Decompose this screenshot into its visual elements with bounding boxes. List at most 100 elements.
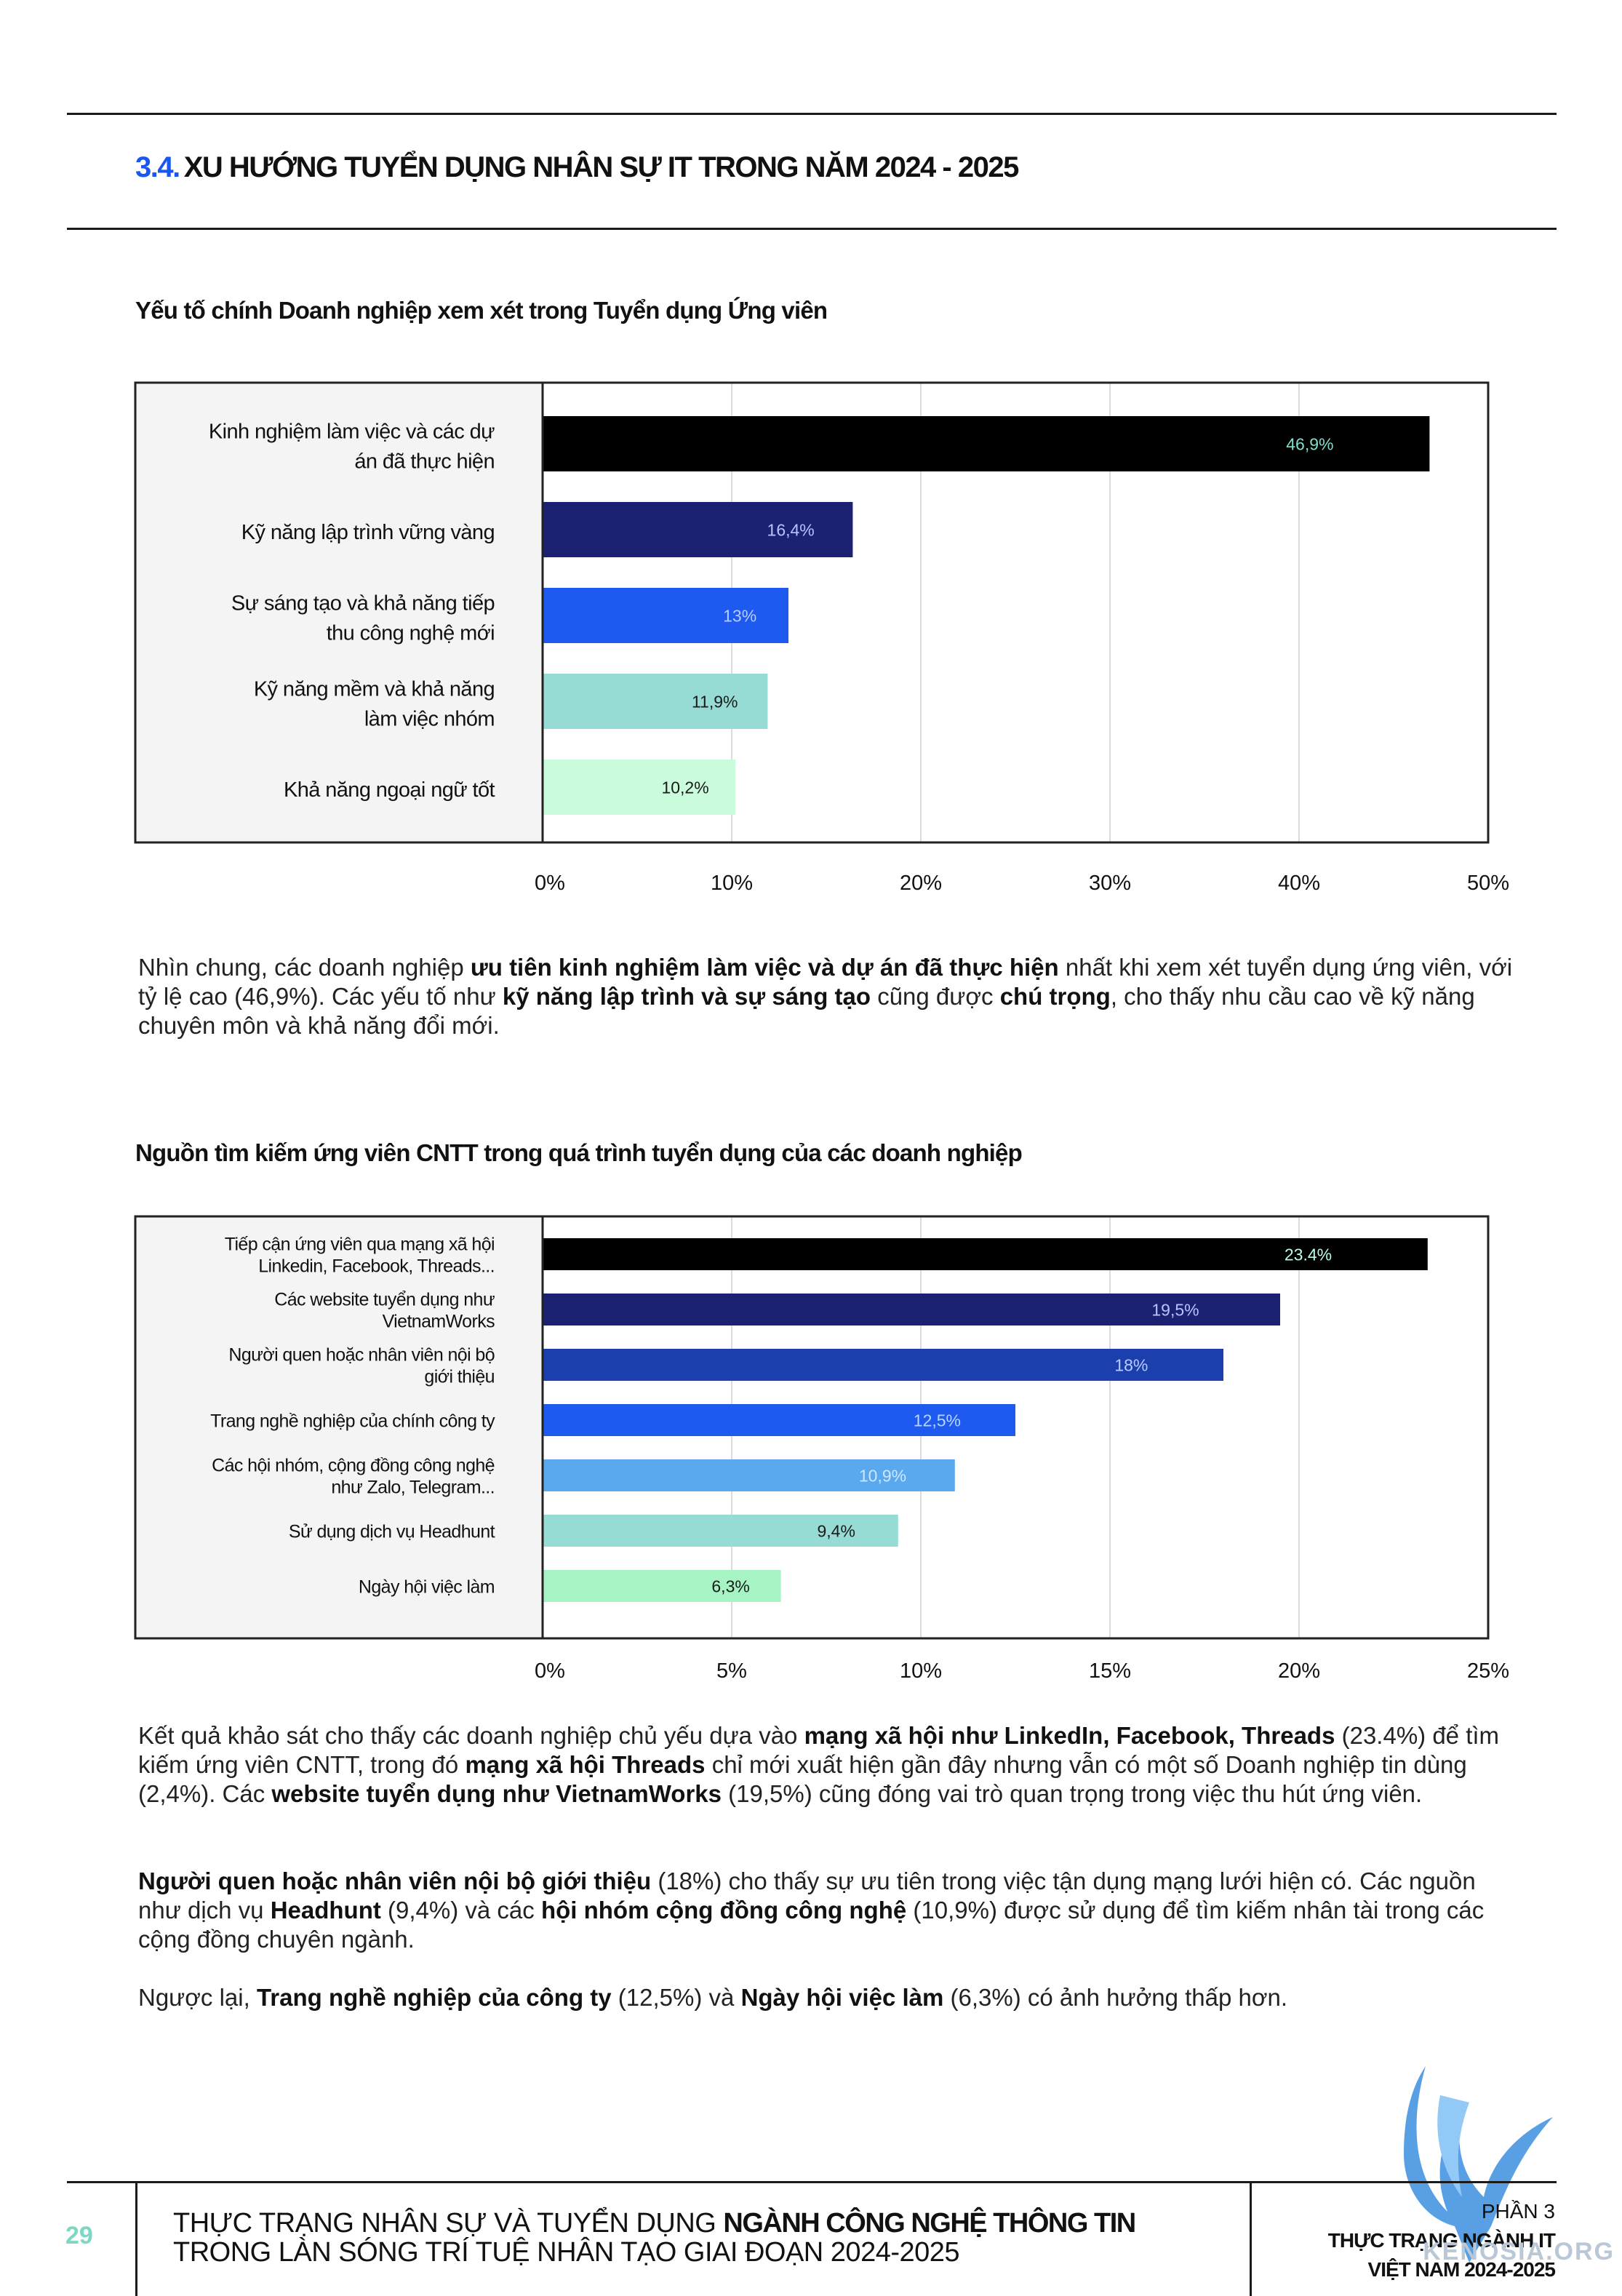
footer-title: THỰC TRẠNG NHÂN SỰ VÀ TUYỂN DỤNG NGÀNH C…: [173, 2208, 1136, 2268]
paragraph-2: Kết quả khảo sát cho thấy các doanh nghi…: [138, 1721, 1520, 1809]
bar: [543, 1238, 1428, 1270]
data-label: 11,9%: [692, 692, 738, 711]
x-tick-label: 10%: [900, 1659, 942, 1683]
top-rule: [67, 113, 1557, 115]
category-label: Khả năng ngoại ngữ tốt: [284, 778, 495, 802]
text-run: chỉ mới xuất hiện gần đây nhưng vẫn có m…: [138, 1751, 1467, 1807]
bar: [543, 502, 853, 557]
watermark-text: KENOSIA.ORG: [1423, 2238, 1615, 2265]
header-bottom-rule: [67, 228, 1557, 230]
part-title-line1: THỰC TRẠNG NGÀNH IT: [1327, 2229, 1556, 2252]
chart-frame: [134, 1215, 1490, 1640]
section-number: 3.4.: [135, 151, 180, 183]
text-run: Trang nghề nghiệp của công ty: [256, 1984, 612, 2011]
data-label: 19,5%: [1151, 1300, 1199, 1319]
footer-title-line1-bold: NGÀNH CÔNG NGHỆ THÔNG TIN: [723, 2208, 1136, 2239]
x-tick-label: 5%: [716, 1659, 747, 1683]
label-panel: [135, 1216, 543, 1638]
x-tick-label: 30%: [1089, 872, 1131, 895]
bar: [543, 1294, 1280, 1326]
text-run: Ngược lại,: [138, 1984, 257, 2011]
label-panel: [135, 383, 543, 842]
bar: [543, 760, 736, 815]
footer-rule: [67, 2181, 1557, 2183]
footer-divider-right: [1250, 2181, 1252, 2296]
text-run: , cho thấy nhu cầu cao về kỹ năng chuyên…: [138, 983, 1475, 1039]
x-tick-label: 20%: [900, 872, 942, 895]
category-label: Ngày hội việc làm: [359, 1577, 495, 1598]
text-run: nhất khi xem xét tuyển dụng ứng viên, vớ…: [138, 954, 1513, 1010]
category-label: Linkedin, Facebook, Threads...: [258, 1256, 495, 1277]
text-run: hội nhóm cộng đồng công nghệ: [540, 1897, 907, 1924]
text-run: Người quen hoặc nhân viên nội bộ giới th…: [138, 1868, 652, 1894]
data-label: 23.4%: [1285, 1245, 1332, 1264]
footer-title-line2: TRONG LÀN SÓNG TRÍ TUỆ NHÂN TẠO GIAI ĐOẠ…: [173, 2237, 960, 2268]
text-run: ưu tiên kinh nghiệm làm việc và dự án đã…: [470, 954, 1059, 981]
data-label: 16,4%: [767, 520, 815, 539]
text-run: Ngày hội việc làm: [740, 1984, 944, 2011]
bar: [543, 416, 1430, 471]
bar: [543, 1570, 781, 1602]
text-run: (6,3%) có ảnh hưởng thấp hơn.: [943, 1984, 1288, 2011]
category-label: Người quen hoặc nhân viên nội bộ: [228, 1345, 495, 1366]
text-run: (10,9%) được sử dụng để tìm kiếm nhân tà…: [138, 1897, 1485, 1953]
category-label: Kinh nghiệm làm việc và các dự: [209, 420, 495, 444]
paragraph-1: Nhìn chung, các doanh nghiệp ưu tiên kin…: [138, 953, 1520, 1040]
category-label: làm việc nhóm: [364, 708, 495, 731]
category-label: Tiếp cận ứng viên qua mạng xã hội: [225, 1235, 495, 1255]
bar: [543, 674, 768, 729]
x-tick-label: 10%: [711, 872, 753, 895]
candidate-sources-chart: 0% 5% 10% 15% 20% 25% 23.4% Tiếp cận ứng viên q…: [134, 1215, 1509, 1683]
footer-part: PHẦN 3 THỰC TRẠNG NGÀNH IT VIỆT NAM 2024…: [1327, 2197, 1556, 2284]
chart-frame: [134, 381, 1490, 844]
text-run: Kết quả khảo sát cho thấy các doanh nghi…: [138, 1722, 804, 1749]
category-label: thu công nghệ mới: [327, 622, 495, 645]
text-run: (23.4%) để tìm kiếm ứng viên CNTT, trong…: [138, 1722, 1500, 1778]
x-tick-label: 20%: [1278, 1659, 1320, 1683]
bar: [543, 1515, 898, 1547]
x-tick-label: 0%: [535, 1659, 565, 1683]
footer-title-line1: THỰC TRẠNG NHÂN SỰ VÀ TUYỂN DỤNG: [173, 2208, 724, 2239]
text-run: mạng xã hội Threads: [465, 1751, 706, 1778]
text-run: Nhìn chung, các doanh nghiệp: [138, 954, 471, 981]
category-label: giới thiệu: [424, 1367, 495, 1387]
category-label: án đã thực hiện: [354, 450, 495, 474]
category-label: VietnamWorks: [383, 1312, 495, 1332]
data-label: 10,2%: [661, 778, 708, 797]
text-run: (19,5%) cũng đóng vai trò quan trọng tro…: [722, 1780, 1423, 1807]
data-label: 9,4%: [817, 1521, 855, 1540]
text-run: website tuyển dụng như VietnamWorks: [271, 1780, 722, 1807]
part-title-line2: VIỆT NAM 2024-2025: [1367, 2258, 1556, 2281]
data-label: 10,9%: [859, 1466, 906, 1485]
chart2-title: Nguồn tìm kiếm ứng viên CNTT trong quá t…: [135, 1139, 1023, 1166]
text-run: Headhunt: [270, 1897, 381, 1924]
bar: [543, 588, 788, 643]
bar: [543, 1404, 1015, 1436]
x-tick-label: 25%: [1467, 1659, 1509, 1683]
text-run: (9,4%) và các: [380, 1897, 541, 1924]
category-label: Kỹ năng lập trình vững vàng: [241, 521, 495, 544]
text-run: (18%) cho thấy sự ưu tiên trong việc tận…: [138, 1868, 1476, 1924]
category-label: Kỹ năng mềm và khả năng: [254, 678, 495, 701]
text-run: mạng xã hội như LinkedIn, Facebook, Thre…: [804, 1722, 1335, 1749]
data-label: 13%: [723, 606, 756, 625]
bar: [543, 1349, 1223, 1381]
category-label: như Zalo, Telegram...: [331, 1478, 495, 1498]
text-run: (12,5%) và: [611, 1984, 741, 2011]
data-label: 6,3%: [711, 1576, 749, 1595]
category-label: Sử dụng dịch vụ Headhunt: [289, 1522, 495, 1542]
category-label: Các website tuyển dụng như: [274, 1290, 495, 1310]
x-tick-label: 0%: [535, 872, 565, 895]
bar: [543, 1459, 955, 1491]
data-label: 46,9%: [1286, 434, 1333, 453]
section-heading: 3.4. XU HƯỚNG TUYỂN DỤNG NHÂN SỰ IT TRONG…: [135, 151, 1020, 184]
x-tick-label: 40%: [1278, 872, 1320, 895]
recruitment-factors-chart: 0% 10% 20% 30% 40% 50% 46,9% Kinh nghiệm làm vi…: [134, 381, 1509, 895]
chart1-title: Yếu tố chính Doanh nghiệp xem xét trong …: [135, 297, 828, 324]
paragraph-4: Ngược lại, Trang nghề nghiệp của công ty…: [138, 1983, 1520, 2012]
part-label: PHẦN 3: [1481, 2200, 1555, 2223]
section-title: XU HƯỚNG TUYỂN DỤNG NHÂN SỰ IT TRONG NĂM…: [183, 151, 1020, 183]
data-label: 12,5%: [914, 1411, 961, 1430]
text-run: chú trọng: [999, 983, 1111, 1010]
page-number: 29: [65, 2222, 93, 2249]
